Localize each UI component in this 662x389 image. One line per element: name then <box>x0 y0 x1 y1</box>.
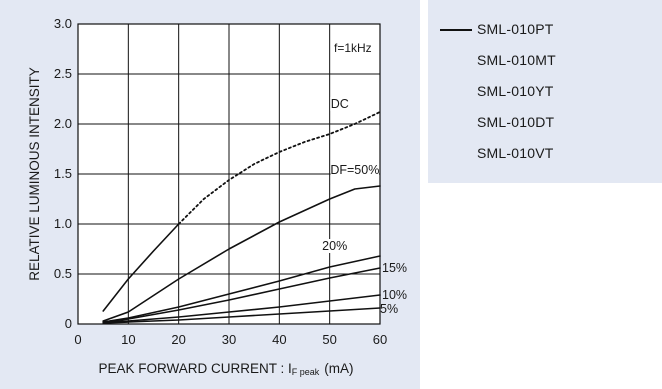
legend-item-0: SML-010PT <box>428 20 662 40</box>
x-tick-label: 0 <box>74 332 81 347</box>
curve-label-bg <box>321 239 348 253</box>
curve-labels: DC DF=50% 20% 15% 10%5% <box>321 97 407 316</box>
x-axis-label: PEAK FORWARD CURRENT : IF peak (mA) <box>98 361 353 377</box>
curve-label-bg <box>330 97 350 111</box>
y-tick-label: 0.5 <box>54 266 72 281</box>
series-line-dc-1 <box>177 111 381 225</box>
curve-label-bg <box>330 163 380 177</box>
curve-label: 20% <box>322 239 347 253</box>
x-tick-label: 50 <box>322 332 336 347</box>
curve-label: 10% <box>382 288 407 302</box>
y-tick-label: 1.5 <box>54 166 72 181</box>
legend-label: SML-010DT <box>477 114 555 130</box>
legend-line-icon <box>440 29 472 31</box>
chart-panel: 0 10 20 30 40 50 60 0 0.5 1.0 1.5 2.0 2.5 3.0 DC DF=5… <box>0 0 420 389</box>
grid-lines <box>78 24 380 324</box>
y-tick-label: 2.0 <box>54 116 72 131</box>
x-axis-label-unit: (mA) <box>324 361 353 376</box>
y-tick-labels: 0 0.5 1.0 1.5 2.0 2.5 3.0 <box>54 16 72 331</box>
x-tick-label: 10 <box>121 332 135 347</box>
y-axis-label: RELATIVE LUMINOUS INTENSITY <box>27 67 42 281</box>
legend-item-1: SML-010MT <box>428 51 662 71</box>
series-line-15--4 <box>102 267 381 323</box>
x-tick-label: 20 <box>171 332 185 347</box>
series-line-df-50--2 <box>102 185 381 322</box>
y-tick-label: 2.5 <box>54 66 72 81</box>
series-line-dc-0 <box>102 223 180 312</box>
legend-label: SML-010YT <box>477 83 554 99</box>
x-tick-label: 40 <box>272 332 286 347</box>
x-tick-labels: 0 10 20 30 40 50 60 <box>74 332 387 347</box>
x-axis-label-subscript: F peak <box>292 367 320 377</box>
legend-panel: SML-010PT SML-010MT SML-010YT SML-010DT … <box>428 0 662 183</box>
legend-item-3: SML-010DT <box>428 113 662 133</box>
series-line-20--3 <box>102 255 381 323</box>
curve-label: DF=50% <box>330 163 379 177</box>
legend-label: SML-010MT <box>477 52 556 68</box>
legend-label: SML-010PT <box>477 21 554 37</box>
series-line-10--5 <box>102 294 381 323</box>
x-axis-label-main: PEAK FORWARD CURRENT : I <box>98 361 291 376</box>
legend-label: SML-010VT <box>477 145 554 161</box>
x-tick-label: 30 <box>222 332 236 347</box>
legend-item-2: SML-010YT <box>428 82 662 102</box>
y-tick-label: 0 <box>65 316 72 331</box>
series-lines <box>102 111 381 324</box>
legend-item-4: SML-010VT <box>428 144 662 164</box>
curve-label: 15% <box>382 261 407 275</box>
y-tick-label: 3.0 <box>54 16 72 31</box>
series-line-5--6 <box>102 307 381 324</box>
luminous-intensity-chart: 0 10 20 30 40 50 60 0 0.5 1.0 1.5 2.0 2.5 3.0 DC DF=5… <box>27 16 407 377</box>
y-tick-label: 1.0 <box>54 216 72 231</box>
x-tick-label: 60 <box>373 332 387 347</box>
curve-label: DC <box>331 97 349 111</box>
frequency-annotation: f=1kHz <box>334 41 372 55</box>
curve-label: 5% <box>380 302 398 316</box>
